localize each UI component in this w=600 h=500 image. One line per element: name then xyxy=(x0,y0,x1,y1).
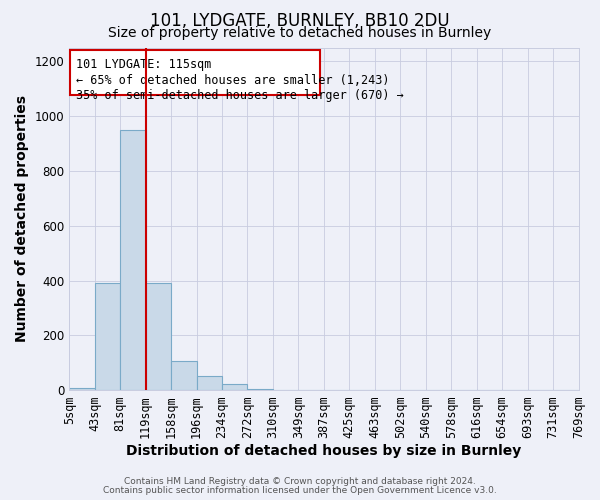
Text: ← 65% of detached houses are smaller (1,243): ← 65% of detached houses are smaller (1,… xyxy=(76,74,389,86)
Bar xyxy=(69,388,95,390)
Bar xyxy=(222,384,247,390)
Bar xyxy=(171,361,197,390)
Text: 35% of semi-detached houses are larger (670) →: 35% of semi-detached houses are larger (… xyxy=(76,88,403,102)
Text: Contains HM Land Registry data © Crown copyright and database right 2024.: Contains HM Land Registry data © Crown c… xyxy=(124,477,476,486)
X-axis label: Distribution of detached houses by size in Burnley: Distribution of detached houses by size … xyxy=(126,444,521,458)
Text: 101, LYDGATE, BURNLEY, BB10 2DU: 101, LYDGATE, BURNLEY, BB10 2DU xyxy=(150,12,450,30)
Text: 101 LYDGATE: 115sqm: 101 LYDGATE: 115sqm xyxy=(76,58,211,71)
Bar xyxy=(197,376,222,390)
Bar xyxy=(120,130,146,390)
Y-axis label: Number of detached properties: Number of detached properties xyxy=(15,96,29,342)
Text: Size of property relative to detached houses in Burnley: Size of property relative to detached ho… xyxy=(109,26,491,40)
Bar xyxy=(146,284,171,391)
Bar xyxy=(95,282,120,391)
FancyBboxPatch shape xyxy=(70,50,320,96)
Bar xyxy=(247,389,273,390)
Text: Contains public sector information licensed under the Open Government Licence v3: Contains public sector information licen… xyxy=(103,486,497,495)
